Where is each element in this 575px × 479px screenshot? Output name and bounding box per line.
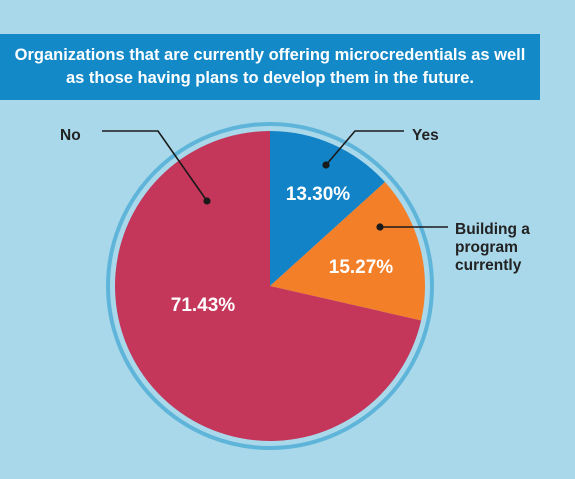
title-banner: Organizations that are currently offerin…: [0, 34, 540, 100]
chart-title: Organizations that are currently offerin…: [14, 46, 526, 87]
slice-percentage-yes: 13.30%: [286, 184, 351, 205]
category-label-yes: Yes: [412, 127, 439, 144]
leader-line-yes: [325, 130, 404, 166]
leader-dot-yes: [322, 161, 330, 169]
pie-slice-no: [114, 131, 422, 441]
category-label-no: No: [60, 127, 81, 144]
leader-dot-building-a-program-currently: [376, 223, 384, 231]
leader-line-no: [102, 130, 208, 202]
leader-dot-no: [203, 197, 211, 205]
pie-slice-building-a-program-currently: [270, 182, 425, 321]
leader-lines: [102, 130, 448, 231]
pie-slices: [114, 131, 425, 441]
category-label-building-a-program-currently: Building a program currently: [455, 221, 530, 274]
slice-percentage-building-a-program-currently: 15.27%: [329, 257, 394, 278]
slice-percentage-no: 71.43%: [171, 295, 236, 316]
category-labels: Yes Building a program currently No: [60, 127, 530, 274]
pie-slice-yes: [270, 131, 385, 286]
percentage-labels: 13.30% 15.27% 71.43%: [171, 184, 394, 316]
